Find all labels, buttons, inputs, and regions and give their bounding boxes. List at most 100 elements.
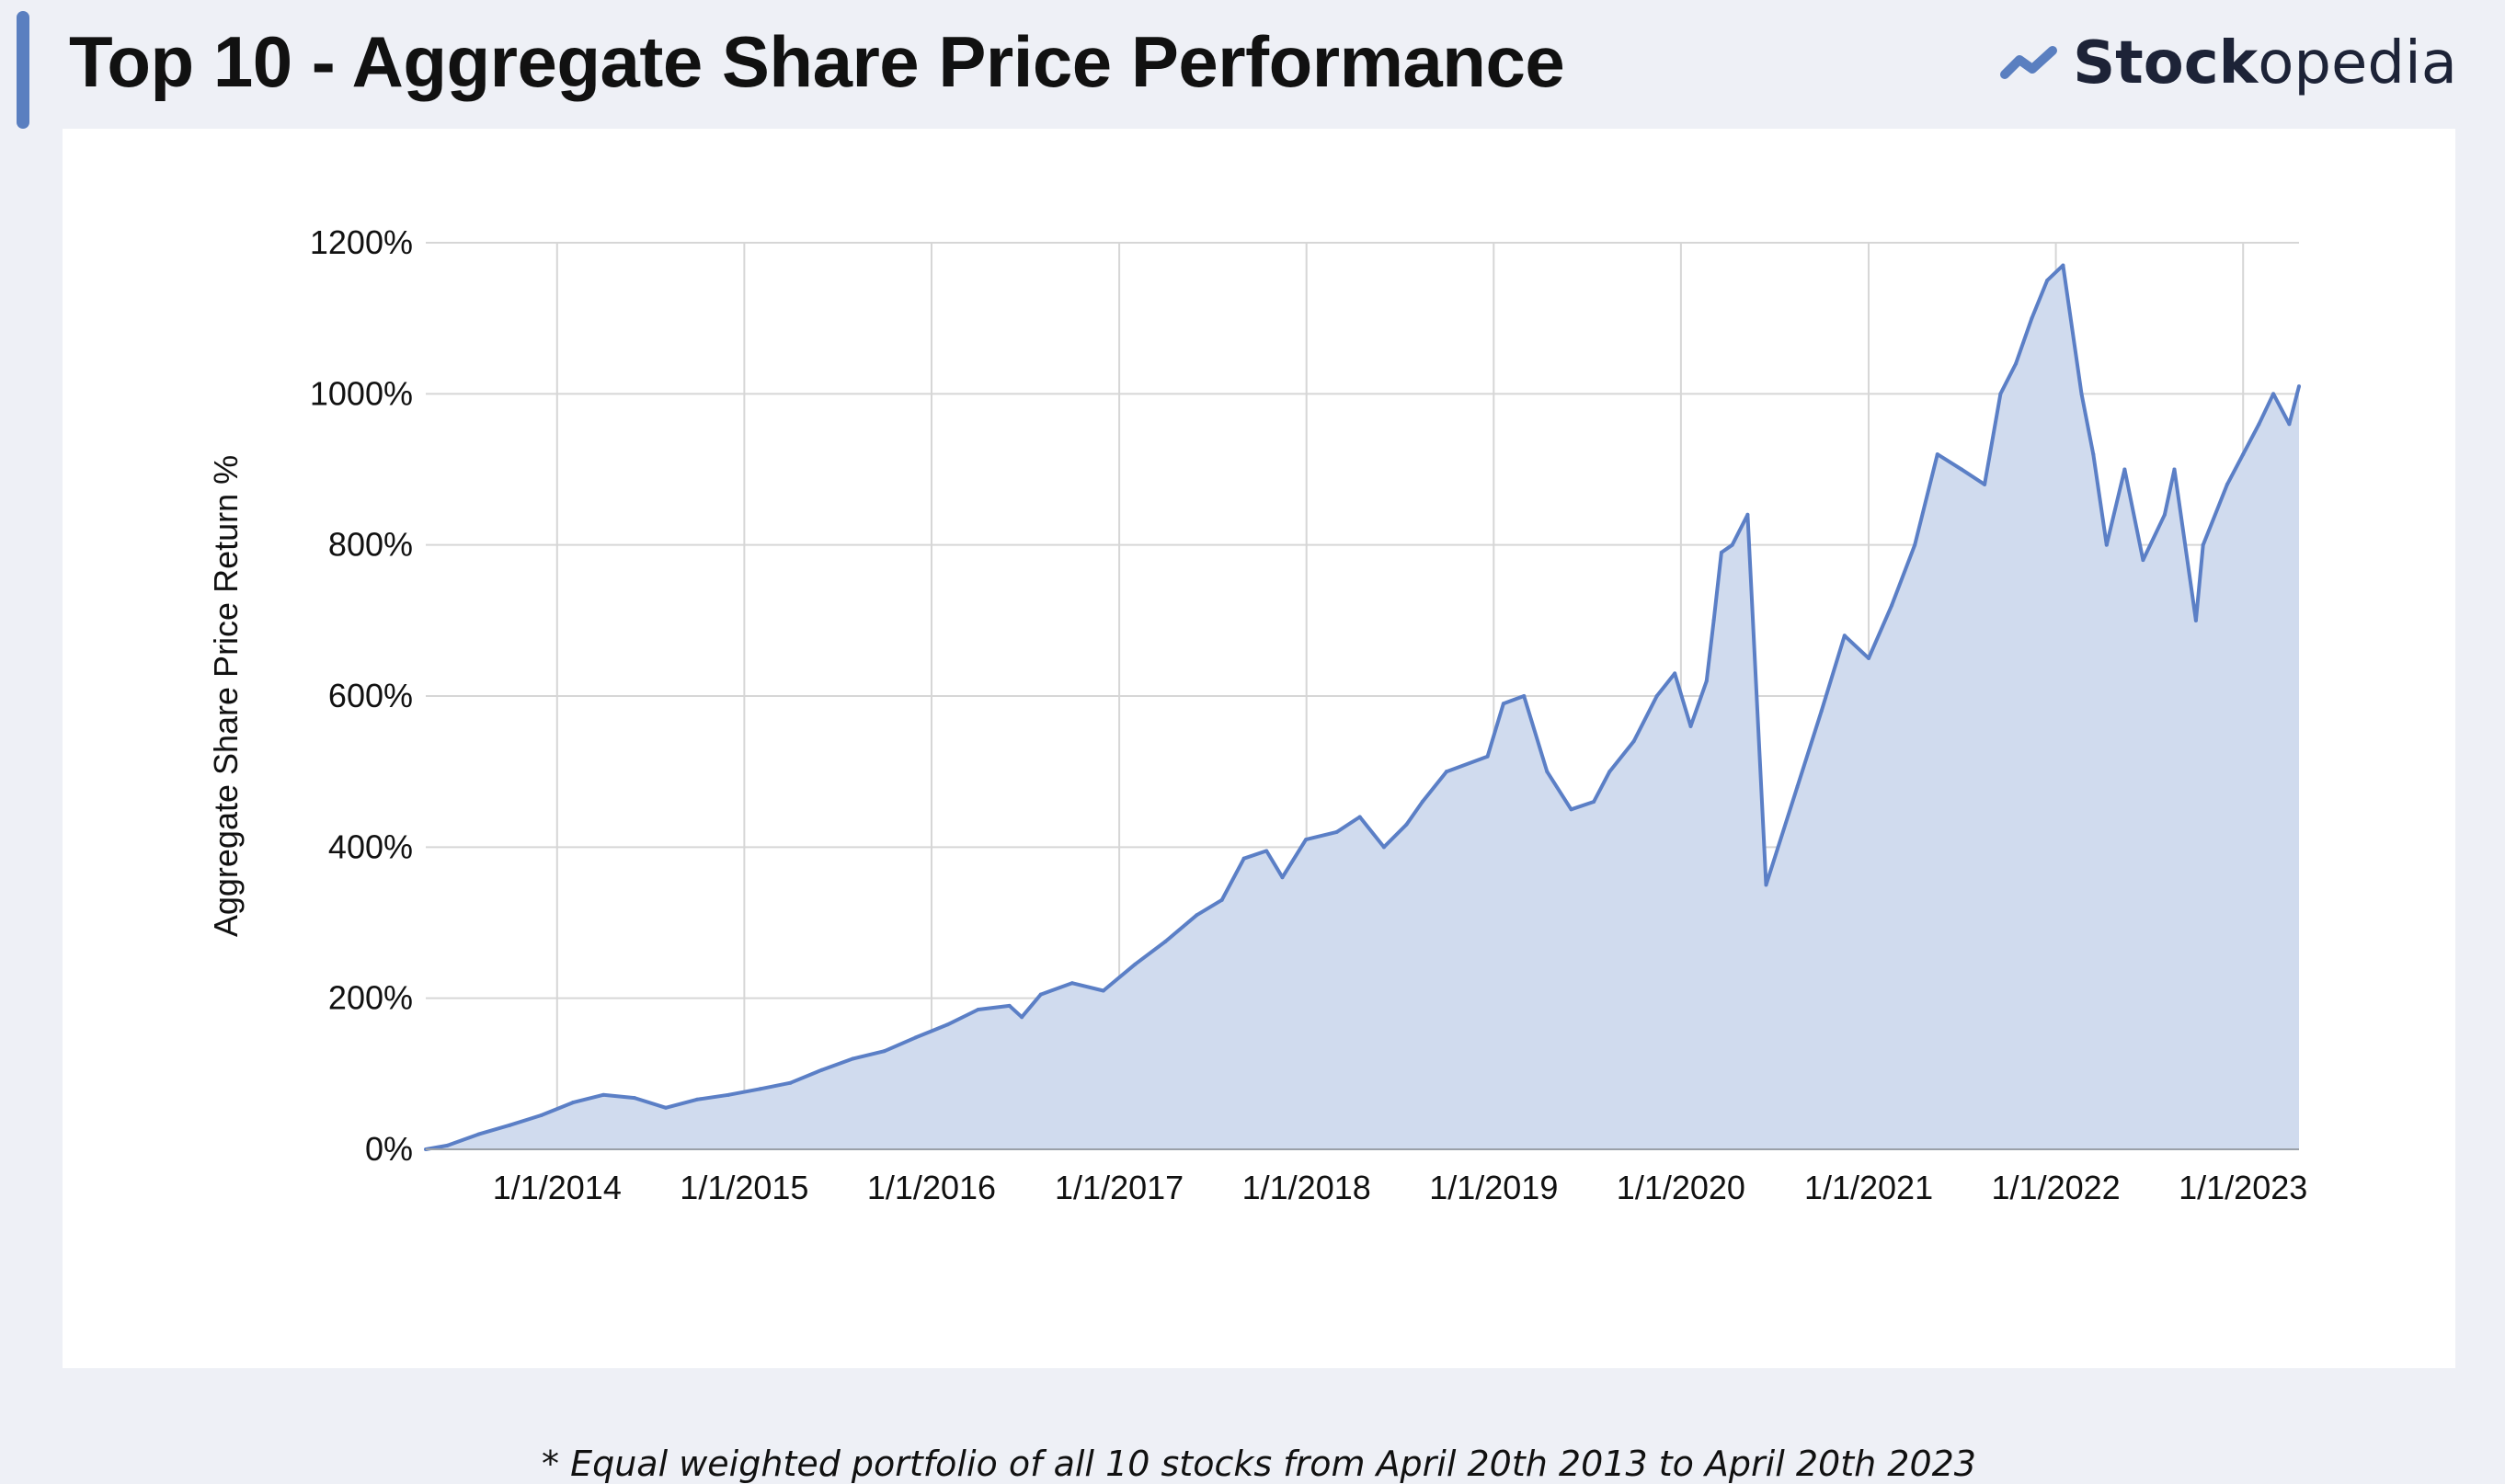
data-point	[1935, 452, 1939, 457]
page-title: Top 10 - Aggregate Share Price Performan…	[69, 21, 1565, 102]
data-point	[1020, 1015, 1024, 1020]
data-point	[1764, 883, 1768, 887]
data-point	[2061, 263, 2065, 268]
data-point	[539, 1113, 543, 1118]
data-point	[851, 1056, 855, 1061]
trend-chart-icon	[2000, 46, 2058, 79]
x-tick-label: 1/1/2022	[1992, 1169, 2121, 1206]
series-line	[425, 263, 2301, 1151]
data-point	[2014, 361, 2019, 366]
data-point	[1745, 512, 1750, 517]
data-point	[445, 1143, 450, 1147]
data-point	[1730, 542, 1734, 547]
data-point	[1719, 550, 1723, 554]
data-point	[1890, 603, 1894, 608]
x-tick-label: 1/1/2017	[1055, 1169, 1184, 1206]
data-point	[476, 1132, 481, 1136]
data-point	[2091, 452, 2096, 457]
data-point	[976, 1007, 980, 1011]
y-tick-label: 1200%	[310, 223, 413, 261]
data-point	[1819, 709, 1824, 713]
data-point	[1241, 856, 1246, 861]
data-point	[1069, 981, 1074, 986]
data-point	[2257, 422, 2261, 427]
data-point	[2297, 384, 2301, 389]
data-point	[571, 1101, 576, 1105]
data-point	[1704, 679, 1709, 683]
data-point	[1569, 807, 1573, 812]
x-tick-label: 1/1/2019	[1429, 1169, 1558, 1206]
data-point	[633, 1096, 637, 1101]
data-point	[758, 1087, 762, 1091]
brand-logo: Stock opedia	[1999, 29, 2457, 97]
data-point	[1444, 770, 1448, 774]
data-point	[1842, 634, 1847, 638]
data-point	[1280, 875, 1285, 880]
y-axis-label: Aggregate Share Price Return %	[207, 455, 245, 937]
x-tick-label: 1/1/2023	[2179, 1169, 2307, 1206]
data-point	[1867, 656, 1871, 660]
y-tick-label: 1000%	[310, 374, 413, 412]
data-point	[1631, 739, 1636, 744]
data-point	[1673, 671, 1677, 676]
x-tick-label: 1/1/2014	[493, 1169, 622, 1206]
brand-name-light: opedia	[2258, 29, 2457, 97]
y-tick-label: 200%	[328, 979, 413, 1017]
data-point	[1038, 992, 1043, 997]
data-point	[819, 1067, 824, 1072]
data-point	[2079, 392, 2084, 396]
data-point	[1219, 897, 1224, 902]
data-point	[1983, 482, 1987, 486]
data-point	[2193, 618, 2198, 622]
data-point	[1998, 392, 2003, 396]
data-point	[726, 1092, 731, 1097]
data-point	[2045, 279, 2050, 283]
x-tick-label: 1/1/2021	[1804, 1169, 1933, 1206]
y-tick-label: 600%	[328, 677, 413, 714]
data-point	[1913, 542, 1917, 547]
data-point	[945, 1022, 950, 1027]
data-point	[1163, 940, 1168, 944]
data-point	[882, 1049, 886, 1054]
data-point	[2201, 542, 2205, 547]
data-point	[1101, 988, 1105, 993]
y-tick-label: 0%	[365, 1130, 413, 1168]
data-point	[1607, 770, 1612, 774]
data-point	[1357, 815, 1362, 819]
brand-name-bold: Stock	[2073, 29, 2259, 97]
data-point	[2141, 558, 2145, 563]
data-point	[1592, 800, 1596, 805]
performance-chart: 0% 200% 400% 600% 800% 1000% 1200% 1/1/2014 1/1/…	[207, 223, 2307, 1206]
data-point	[1485, 754, 1490, 759]
footnote: * Equal weighted portfolio of all 10 sto…	[542, 1444, 1976, 1484]
accent-bar	[17, 11, 29, 129]
data-point	[2104, 542, 2109, 547]
data-point	[2172, 467, 2177, 472]
data-point	[788, 1080, 793, 1085]
data-point	[1545, 770, 1550, 774]
data-point	[601, 1092, 605, 1097]
data-point	[1420, 800, 1424, 805]
data-point	[2271, 392, 2276, 396]
series-area	[426, 265, 2299, 1150]
data-point	[1959, 467, 1963, 472]
data-point	[1522, 694, 1527, 698]
data-point	[1133, 962, 1138, 966]
data-point	[1304, 838, 1309, 842]
data-point	[1381, 845, 1386, 850]
x-tick-label: 1/1/2015	[680, 1169, 808, 1206]
chart-card: 0% 200% 400% 600% 800% 1000% 1200% 1/1/2014 1/1/…	[63, 129, 2455, 1484]
data-point	[2122, 467, 2127, 472]
data-point	[1404, 822, 1409, 827]
x-tick-label: 1/1/2018	[1242, 1169, 1371, 1206]
data-point	[2287, 422, 2292, 427]
x-tick-label: 1/1/2016	[867, 1169, 996, 1206]
data-point	[1501, 702, 1505, 706]
data-point	[695, 1097, 700, 1102]
data-point	[664, 1105, 669, 1110]
data-point	[2241, 452, 2246, 457]
data-point	[1688, 724, 1693, 728]
data-point	[1195, 913, 1199, 918]
data-point	[2225, 482, 2229, 486]
data-point	[508, 1123, 512, 1127]
